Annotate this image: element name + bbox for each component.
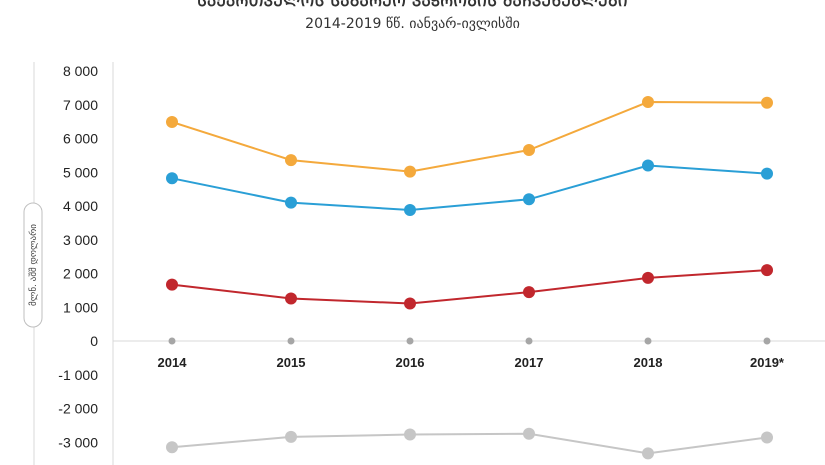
zero-marker (287, 337, 295, 345)
x-tick-label: 2017 (515, 355, 544, 370)
y-tick-label: 0 (90, 333, 98, 349)
data-point (761, 431, 773, 444)
x-tick-label: 2015 (277, 355, 306, 370)
data-point (523, 427, 535, 440)
data-point (642, 447, 654, 460)
y-tick-label: 1 000 (63, 299, 98, 315)
data-point (285, 154, 297, 167)
data-point (404, 204, 416, 216)
y-tick-label: -1 000 (58, 367, 98, 383)
series-lines (166, 96, 773, 460)
data-point (642, 271, 654, 284)
x-tick-label: 2018 (634, 355, 663, 370)
data-point (523, 193, 535, 206)
data-point (761, 167, 773, 180)
y-tick-label: 6 000 (63, 131, 98, 147)
y-tick-label: -3 000 (58, 434, 98, 450)
series-line-3 (171, 269, 768, 305)
data-point (642, 96, 654, 108)
chart-title: ᲡᲐᲥᲐᲠᲗᲕᲔᲚᲝᲡ ᲡᲐᲒᲐᲠᲔᲝ ᲕᲐᲭᲠᲝᲑᲘᲡ ᲛᲐᲩᲕᲔᲜᲔᲑᲚᲔᲑ… (197, 0, 628, 10)
y-tick-label: 3 000 (63, 232, 98, 248)
data-point (523, 286, 535, 299)
chart-subtitle: 2014-2019 წწ. იანვარ-ივლისში (305, 16, 520, 32)
y-tick-label: 7 000 (63, 97, 98, 113)
data-point (285, 196, 297, 209)
data-point (761, 264, 773, 277)
data-point (285, 430, 297, 443)
data-point (166, 172, 178, 185)
zero-marker (525, 337, 533, 345)
data-point (642, 159, 654, 172)
series-line-2 (171, 164, 768, 212)
series-line-1 (171, 100, 768, 173)
y-tick-label: 2 000 (63, 266, 98, 282)
data-point (523, 144, 535, 156)
zero-marker (168, 337, 176, 345)
zero-marker (406, 337, 414, 345)
data-point (166, 441, 178, 454)
data-point (404, 297, 416, 310)
series-line-4 (171, 432, 768, 455)
y-axis-label: მლნ. აშშ დოლარი (23, 202, 43, 328)
x-tick-label: 2016 (396, 355, 425, 370)
data-point (404, 165, 416, 178)
data-point (285, 292, 297, 305)
y-tick-label: -2 000 (58, 401, 98, 417)
zero-marker (644, 337, 652, 345)
data-point (404, 428, 416, 441)
zero-markers (168, 337, 771, 345)
y-tick-label: 8 000 (63, 63, 98, 79)
data-point (166, 116, 178, 128)
y-tick-labels: 8 000 7 000 6 000 5 000 4 000 3 000 2 000 1 000… (58, 63, 98, 450)
x-tick-label: 2019* (750, 355, 785, 370)
x-tick-labels: 2014 2015 2016 2017 2018 2019* (158, 355, 785, 370)
y-axis-label-text: მლნ. აშშ დოლარი (28, 224, 39, 306)
y-tick-label: 4 000 (63, 198, 98, 214)
data-point (761, 96, 773, 109)
x-tick-label: 2014 (158, 355, 188, 370)
zero-marker (763, 337, 771, 345)
y-tick-label: 5 000 (63, 164, 98, 180)
y-axis-label-box (23, 202, 43, 328)
data-point (166, 278, 178, 291)
